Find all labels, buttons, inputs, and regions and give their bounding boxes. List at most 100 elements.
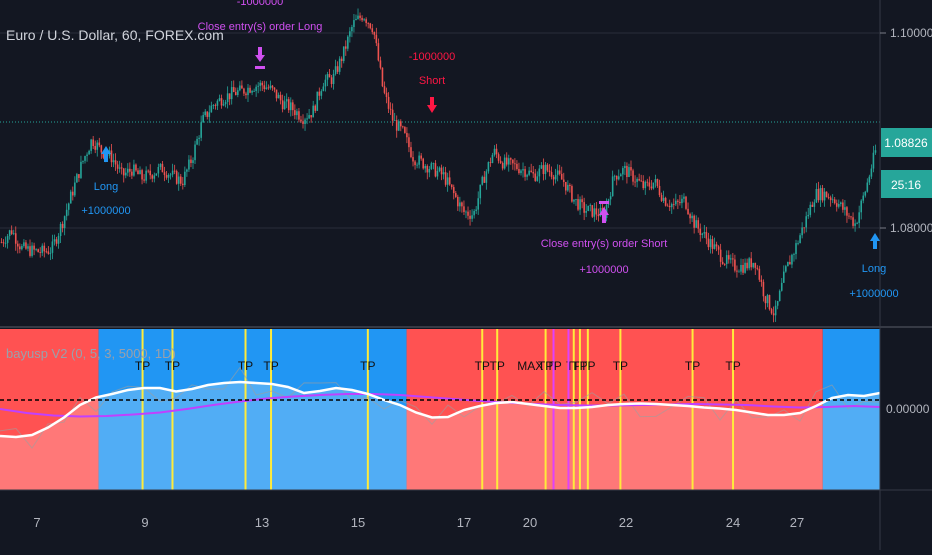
candle [831, 199, 834, 201]
current-price-label [881, 128, 932, 157]
candle [397, 121, 400, 131]
candle [92, 139, 94, 147]
candle [442, 172, 445, 175]
candle [675, 200, 677, 205]
candle [147, 170, 149, 172]
candle [562, 179, 565, 182]
candle [314, 105, 317, 111]
candle [98, 142, 101, 146]
candle [395, 120, 398, 131]
candle [241, 85, 243, 89]
indicator-zone [822, 329, 880, 490]
candle [512, 159, 514, 164]
candle [96, 142, 99, 150]
candle [454, 193, 457, 197]
tp-label: TP [538, 359, 553, 373]
candle [493, 148, 496, 155]
candle [795, 243, 797, 255]
indicator-title[interactable]: bayusp V2 (0, 5, 3, 5000, 1D) [6, 346, 176, 361]
candle [599, 207, 602, 217]
candle [874, 150, 877, 153]
candle [827, 197, 830, 198]
candle [552, 176, 555, 180]
candle [131, 171, 133, 176]
candle [477, 198, 480, 210]
candle [237, 90, 239, 96]
candle [31, 245, 33, 256]
candle [86, 154, 88, 157]
candle [74, 182, 76, 196]
candle [39, 252, 42, 253]
candle [175, 171, 178, 184]
candle [298, 111, 300, 120]
candle [118, 167, 121, 169]
candle [479, 184, 482, 199]
candle [469, 215, 471, 219]
candle [94, 146, 97, 150]
candle [601, 207, 604, 211]
candle [23, 242, 25, 247]
candle [379, 60, 382, 68]
candle [870, 168, 873, 177]
candle [736, 270, 738, 272]
candle [179, 176, 182, 184]
candle [766, 295, 769, 304]
candle [275, 89, 278, 99]
candle [224, 102, 227, 105]
candle [45, 251, 48, 253]
tp-label: TP [165, 359, 180, 373]
candle [516, 163, 518, 170]
candle [332, 73, 335, 85]
candle [267, 87, 270, 89]
candle [825, 191, 828, 198]
close-short-qty: +1000000 [579, 264, 628, 276]
candle [261, 82, 264, 86]
candle [292, 102, 294, 111]
candle [220, 98, 223, 106]
signal-fill [0, 382, 880, 490]
candle [536, 176, 539, 181]
time-axis[interactable]: 7 9 13 15 17 20 22 24 27 [33, 515, 804, 530]
candle [322, 86, 325, 92]
close-marker-icon [255, 66, 265, 69]
candle [61, 223, 64, 229]
candle [805, 216, 807, 228]
candle [326, 74, 329, 80]
candle [336, 66, 339, 72]
candle [752, 262, 755, 268]
candle [430, 163, 433, 169]
candle [835, 203, 838, 207]
candle [821, 188, 824, 201]
candle [102, 152, 105, 158]
candle [652, 182, 655, 189]
candle [817, 188, 820, 201]
tp-label: TP [238, 359, 253, 373]
tp-label: TP [135, 359, 150, 373]
candle [69, 191, 72, 204]
candle [14, 233, 17, 244]
candle [269, 85, 272, 89]
candle [12, 233, 15, 235]
candle [833, 199, 836, 204]
candle [16, 243, 19, 247]
candle [532, 172, 535, 174]
candle [528, 170, 530, 175]
long-entry-qty: +1000000 [849, 288, 898, 300]
candle [840, 202, 842, 205]
candle [501, 162, 504, 169]
candle [57, 236, 60, 244]
candle [648, 182, 651, 187]
candle [369, 23, 372, 29]
candle [159, 163, 162, 167]
candle [740, 264, 742, 272]
candle [518, 169, 520, 174]
candle [848, 215, 850, 217]
candle [666, 205, 669, 207]
candle [858, 212, 860, 223]
candle [328, 74, 331, 78]
candle [520, 170, 522, 174]
price-tick: 1.10000 [890, 26, 932, 40]
price-axis[interactable]: 1.10000 1.08000 [880, 26, 932, 235]
candle [815, 188, 818, 203]
candle [585, 210, 587, 213]
